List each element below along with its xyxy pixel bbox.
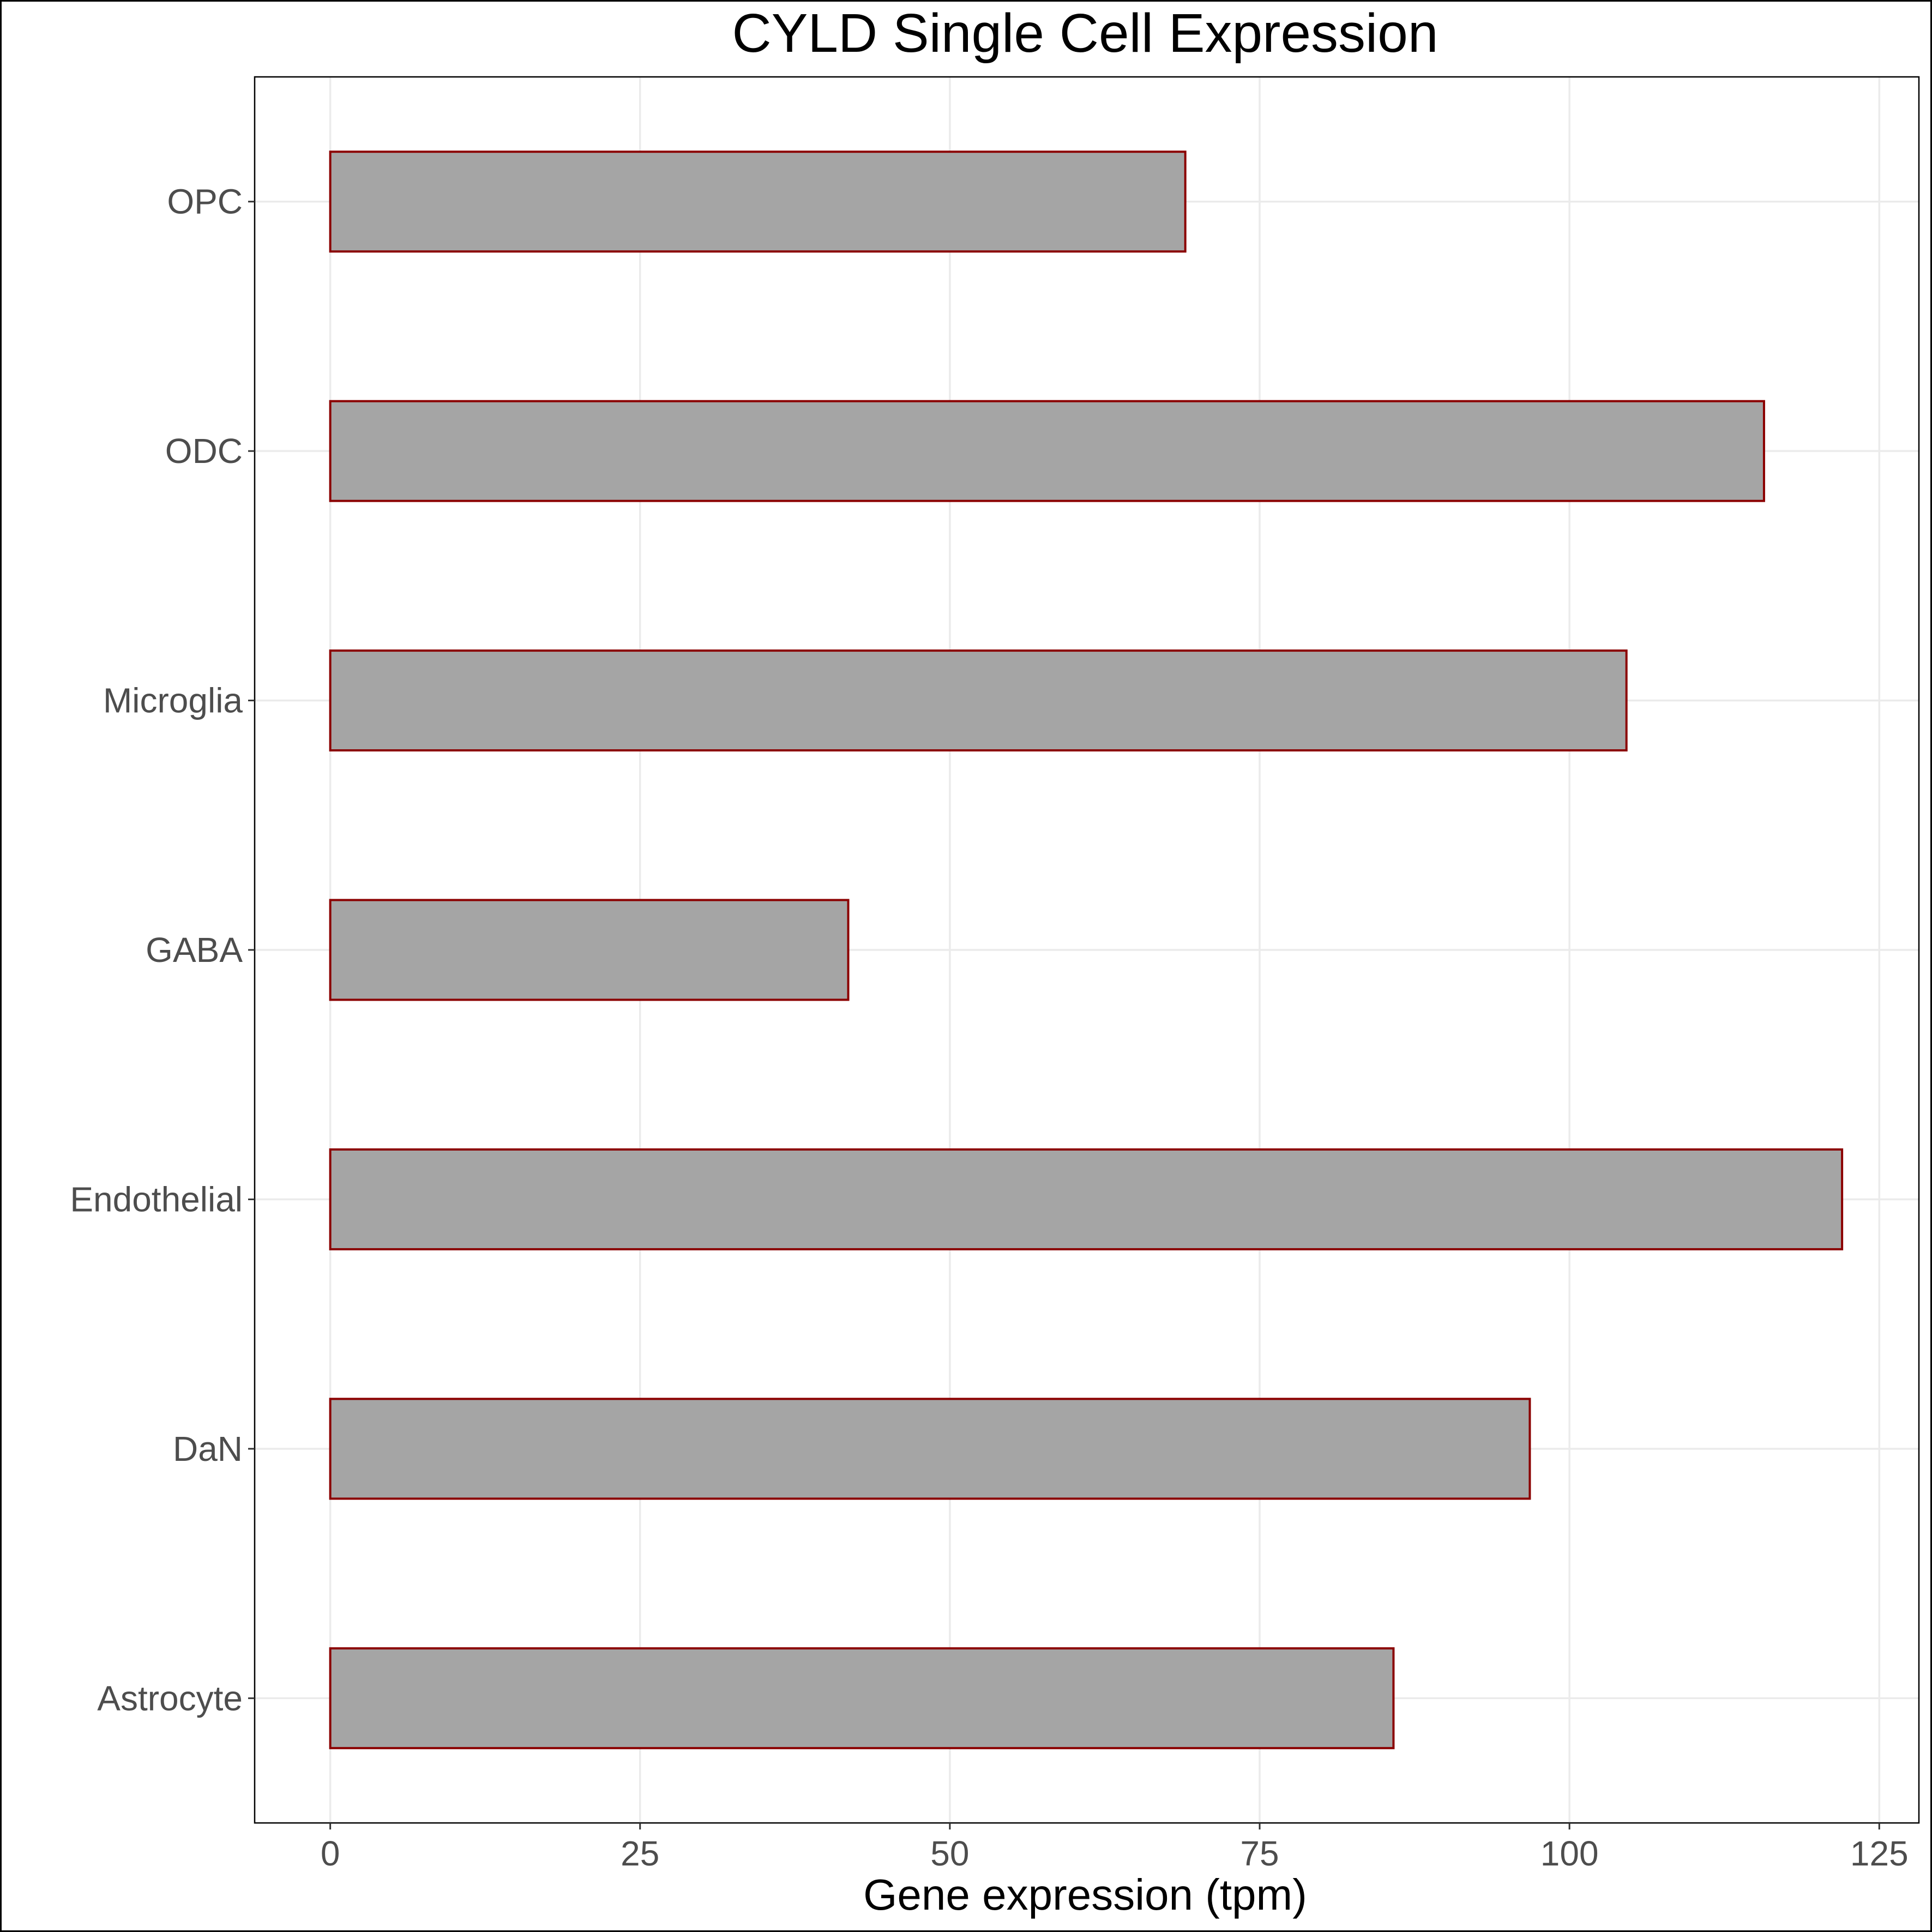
- x-axis: 0 25 50 75 100 125: [321, 1823, 1909, 1873]
- y-tick-label: Endothelial: [70, 1179, 243, 1219]
- x-tick-label: 75: [1240, 1834, 1279, 1873]
- x-axis-title: Gene expression (tpm): [863, 1870, 1307, 1919]
- bar-gaba: [329, 899, 850, 1001]
- chart-title: CYLD Single Cell Expression: [732, 3, 1438, 64]
- bar-opc: [329, 151, 1187, 253]
- y-axis: Astrocyte DaN Endothelial GABA Microglia ODC O…: [70, 182, 255, 1718]
- y-tick-label: OPC: [167, 182, 243, 221]
- x-tick-label: 25: [621, 1834, 659, 1873]
- bar-odc: [329, 400, 1765, 502]
- y-tick-label: DaN: [173, 1429, 243, 1468]
- y-tick-label: Astrocyte: [97, 1678, 243, 1718]
- bars: [329, 151, 1844, 1749]
- y-tick-label: ODC: [165, 431, 243, 471]
- bar-dan: [329, 1398, 1531, 1500]
- bar-astrocyte: [329, 1647, 1395, 1749]
- x-tick-label: 100: [1540, 1834, 1599, 1873]
- x-tick-label: 50: [930, 1834, 969, 1873]
- x-tick-label: 125: [1850, 1834, 1909, 1873]
- y-tick-label: Microglia: [103, 681, 243, 720]
- y-tick-label: GABA: [146, 930, 243, 970]
- bar-microglia: [329, 649, 1628, 752]
- bar-endothelial: [329, 1148, 1844, 1250]
- x-tick-label: 0: [321, 1834, 340, 1873]
